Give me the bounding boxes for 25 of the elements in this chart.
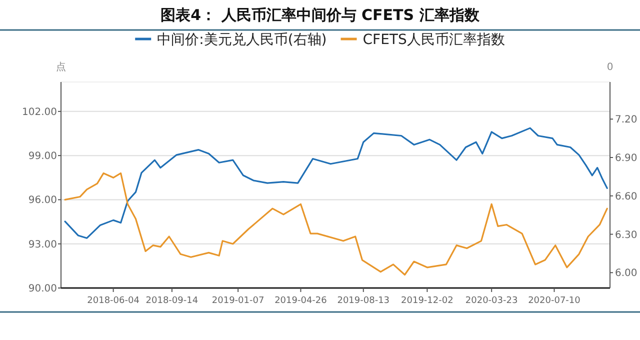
y-axis-title: 点 bbox=[56, 61, 66, 73]
x-tick-label: 2020-03-23 bbox=[465, 296, 518, 306]
line-series bbox=[64, 127, 608, 239]
y-tick-label: 102.00 bbox=[22, 106, 57, 118]
line-series bbox=[64, 172, 608, 276]
y2-tick-label: 6.00 bbox=[615, 268, 638, 280]
y-tick-label: 90.00 bbox=[28, 284, 57, 294]
y-tick-label: 93.00 bbox=[28, 239, 57, 250]
y2-tick-label: 7.20 bbox=[615, 114, 638, 126]
x-tick-label: 2018-06-04 bbox=[87, 296, 140, 306]
x-tick-label: 2019-01-07 bbox=[212, 296, 264, 306]
y2-tick-label: 6.30 bbox=[615, 230, 638, 241]
y-tick-label: 96.00 bbox=[28, 195, 57, 206]
x-tick-label: 2020-07-10 bbox=[528, 296, 581, 306]
x-tick-label: 2019-12-02 bbox=[401, 296, 454, 306]
x-tick-label: 2019-04-26 bbox=[274, 296, 328, 306]
legend-label: 中间价:美元兑人民币(右轴) bbox=[157, 32, 327, 48]
y-tick-label: 99.00 bbox=[28, 151, 57, 162]
x-tick-label: 2019-08-13 bbox=[337, 296, 390, 306]
legend-label: CFETS人民币汇率指数 bbox=[362, 32, 505, 48]
y2-axis-title: 0 bbox=[606, 62, 614, 73]
y2-tick-label: 6.90 bbox=[615, 152, 638, 164]
y2-tick-label: 6.60 bbox=[615, 191, 638, 202]
chart-title: 图表4： 人民币汇率中间价与 CFETS 汇率指数 bbox=[160, 6, 480, 24]
x-tick-label: 2018-09-14 bbox=[146, 296, 198, 306]
